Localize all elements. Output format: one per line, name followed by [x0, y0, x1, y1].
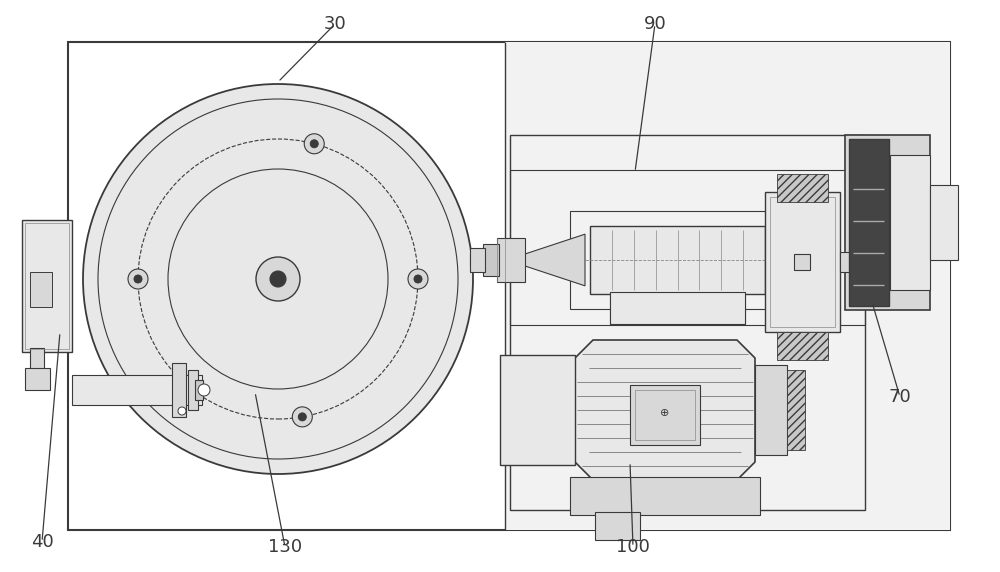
Circle shape — [304, 134, 324, 154]
Bar — [172, 363, 186, 417]
Bar — [72, 375, 202, 405]
Circle shape — [168, 169, 388, 389]
Text: 130: 130 — [268, 538, 302, 556]
Bar — [849, 139, 889, 306]
Text: ⊕: ⊕ — [660, 408, 670, 418]
Bar — [765, 192, 840, 332]
Bar — [505, 42, 950, 530]
Circle shape — [414, 275, 422, 283]
Text: 90: 90 — [644, 15, 666, 33]
Bar — [630, 385, 700, 445]
Circle shape — [270, 271, 286, 287]
Circle shape — [134, 275, 142, 283]
Bar — [890, 155, 930, 290]
Text: 40: 40 — [31, 533, 53, 551]
Bar — [510, 135, 865, 510]
Circle shape — [198, 384, 210, 396]
Bar — [787, 370, 805, 450]
Circle shape — [83, 84, 473, 474]
Bar — [794, 254, 810, 270]
Bar — [30, 348, 44, 370]
Circle shape — [408, 269, 428, 289]
Text: 100: 100 — [616, 538, 650, 556]
Bar — [195, 380, 203, 400]
Bar — [777, 174, 828, 202]
Text: 70: 70 — [889, 388, 911, 406]
Circle shape — [310, 140, 318, 148]
Bar — [497, 238, 525, 282]
Bar — [68, 42, 950, 530]
Bar — [22, 220, 72, 352]
Bar — [30, 272, 52, 307]
Bar — [590, 226, 765, 294]
Circle shape — [292, 407, 312, 427]
Circle shape — [128, 269, 148, 289]
Bar — [483, 244, 499, 276]
Bar — [635, 390, 695, 440]
Circle shape — [298, 413, 306, 421]
Bar — [840, 252, 858, 272]
Bar — [777, 332, 828, 360]
Bar — [595, 512, 640, 540]
Bar — [570, 477, 760, 515]
Bar — [930, 185, 958, 260]
Bar — [510, 170, 865, 325]
Circle shape — [178, 407, 186, 415]
Bar — [500, 355, 575, 465]
Bar — [188, 370, 198, 410]
Circle shape — [256, 257, 300, 301]
Bar — [845, 135, 930, 310]
Polygon shape — [575, 340, 755, 480]
Bar — [25, 223, 69, 349]
Bar — [25, 368, 50, 390]
Bar — [470, 254, 505, 266]
Bar — [610, 292, 745, 324]
Polygon shape — [525, 234, 585, 286]
Bar — [470, 248, 485, 272]
Bar — [570, 211, 785, 309]
Bar — [770, 197, 835, 327]
Bar — [755, 365, 787, 455]
Text: 30: 30 — [324, 15, 346, 33]
